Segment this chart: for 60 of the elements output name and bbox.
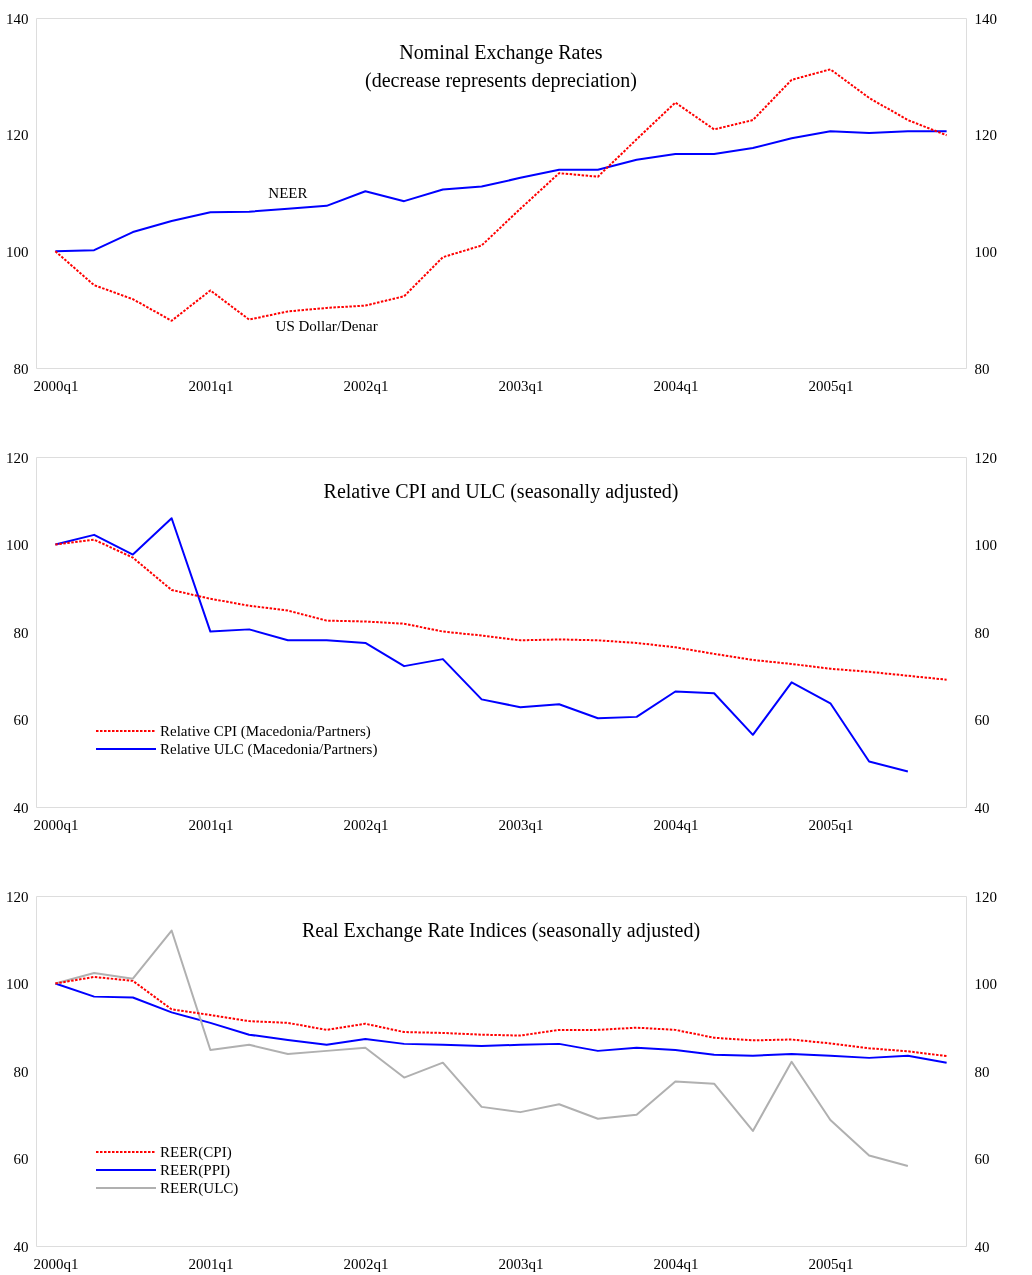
y-tick-label: 140 (6, 10, 29, 27)
y2-tick-label: 120 (974, 127, 997, 144)
text: (decrease represents depreciation) (364, 69, 638, 92)
y-tick-label: 60 (13, 712, 29, 728)
series-label: US Dollar/Denar (275, 317, 378, 334)
legend-label: REER(CPI) (160, 1144, 232, 1161)
x-tick-label: 2001q1 (188, 1255, 234, 1272)
legend-label: REER(PPI) (160, 1162, 231, 1179)
y-tick-label: 80 (13, 360, 29, 377)
y2-tick-label: 120 (974, 888, 997, 905)
y2-tick-label: 80 (974, 360, 990, 377)
y2-tick-label: 80 (974, 624, 990, 641)
y2-tick-label: 100 (974, 537, 997, 553)
x-tick-label: 2004q1 (653, 816, 699, 833)
y-tick-label: 100 (6, 243, 29, 260)
x-tick-label: 2003q1 (498, 377, 544, 394)
x-tick-label: 2004q1 (653, 377, 699, 394)
y2-tick-label: 120 (974, 449, 997, 466)
x-tick-label: 2005q1 (808, 1255, 854, 1272)
y-tick-label: 100 (6, 537, 29, 553)
line-series (54, 68, 948, 322)
y2-tick-label: 40 (974, 799, 990, 816)
y2-tick-label: 100 (974, 243, 997, 260)
x-tick-label: 2002q1 (343, 1255, 389, 1272)
y2-tick-label: 80 (974, 1063, 990, 1080)
legend-label: REER(ULC) (160, 1180, 239, 1197)
x-tick-label: 2005q1 (808, 377, 854, 394)
x-tick-label: 2001q1 (188, 377, 234, 394)
y-tick-label: 100 (6, 976, 29, 992)
y2-tick-label: 100 (974, 976, 997, 992)
series-label: NEER (268, 184, 308, 201)
legend-label: Relative ULC (Macedonia/Partners) (160, 741, 378, 758)
y-tick-label: 40 (13, 1238, 29, 1255)
text: Relative CPI and ULC (seasonally adjusted) (323, 480, 679, 503)
x-tick-label: 2000q1 (33, 1255, 79, 1272)
y-tick-label: 80 (13, 624, 29, 641)
x-tick-label: 2002q1 (343, 377, 389, 394)
line-series (54, 538, 948, 681)
x-tick-label: 2005q1 (808, 816, 854, 833)
y-tick-label: 60 (13, 1151, 29, 1167)
y-tick-label: 120 (6, 888, 29, 905)
legend-label: Relative CPI (Macedonia/Partners) (160, 723, 371, 740)
y-tick-label: 80 (13, 1063, 29, 1080)
y2-tick-label: 40 (974, 1238, 990, 1255)
x-tick-label: 2003q1 (498, 1255, 544, 1272)
x-tick-label: 2004q1 (653, 1255, 699, 1272)
y2-tick-label: 60 (974, 712, 990, 728)
text: Real Exchange Rate Indices (seasonally adjusted) (301, 919, 701, 942)
y-tick-label: 120 (6, 449, 29, 466)
x-tick-label: 2000q1 (33, 816, 79, 833)
y-tick-label: 40 (13, 799, 29, 816)
y-tick-label: 120 (6, 127, 29, 144)
x-tick-label: 2003q1 (498, 816, 544, 833)
x-tick-label: 2002q1 (343, 816, 389, 833)
y2-tick-label: 140 (974, 10, 997, 27)
line-series (54, 130, 948, 253)
text: Nominal Exchange Rates (399, 41, 603, 64)
y2-tick-label: 60 (974, 1151, 990, 1167)
x-tick-label: 2000q1 (33, 377, 79, 394)
x-tick-label: 2001q1 (188, 816, 234, 833)
